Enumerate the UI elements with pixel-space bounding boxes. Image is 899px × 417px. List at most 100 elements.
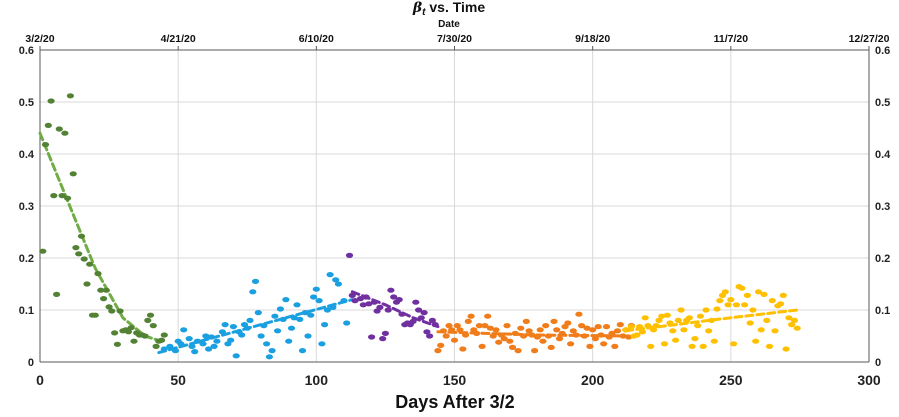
series-5-point (716, 298, 724, 304)
y-tick-label-right: 0.5 (875, 97, 890, 109)
series-3-point (412, 299, 420, 305)
series-2-point (323, 307, 331, 313)
series-5-point (721, 289, 729, 295)
chart-title: βt vs. Time (412, 0, 486, 18)
y-tick-label-right: 0.3 (875, 201, 890, 213)
series-2-point (202, 333, 210, 339)
series-5-point (655, 317, 663, 323)
series-5-point (790, 317, 799, 323)
series-2-point (193, 338, 202, 344)
series-2-point (276, 306, 284, 312)
series-5-point (691, 336, 699, 342)
series-2-point (287, 325, 296, 331)
series-2-point (343, 320, 351, 326)
series-5-point (699, 343, 707, 349)
series-1-point (69, 171, 77, 177)
series-1-point (97, 287, 105, 293)
series-1-point (146, 312, 155, 318)
series-4-point (594, 324, 602, 330)
series-5-point (672, 337, 680, 343)
series-4-point (450, 337, 459, 343)
series-5-trendline (624, 308, 799, 333)
series-5-point (644, 323, 652, 329)
series-2-point (171, 348, 179, 354)
series-5-point (757, 327, 765, 333)
data-points (39, 93, 801, 360)
series-4-point (467, 313, 475, 319)
series-4-point (517, 325, 525, 331)
series-1-point (83, 281, 91, 287)
series-4-point (439, 328, 447, 334)
series-4-point (448, 327, 456, 333)
series-4-point (486, 325, 494, 331)
series-4-point (434, 348, 442, 354)
series-1-point (100, 296, 108, 302)
series-2-point (340, 298, 348, 304)
series-1-point (66, 93, 74, 99)
series-2-point (191, 349, 199, 355)
top-tick-label: 7/30/20 (437, 33, 472, 45)
series-5-point (707, 317, 716, 323)
series-2-point (180, 327, 188, 333)
series-2-point (221, 322, 229, 328)
axes (39, 46, 870, 363)
series-1-point (53, 291, 61, 297)
series-1-point (113, 341, 121, 347)
series-5-point (647, 343, 655, 349)
series-1-point (39, 248, 47, 254)
series-2-point (213, 338, 221, 344)
series-4-point (459, 346, 467, 352)
series-2-point (257, 333, 265, 339)
series-1-point (91, 312, 99, 318)
series-4-point (600, 341, 608, 347)
series-3-point (431, 322, 439, 328)
x-tick-label: 100 (305, 372, 329, 388)
series-2-point (160, 346, 168, 352)
series-5-point (743, 292, 752, 298)
y-tick-label-left: 0.3 (19, 201, 34, 213)
series-2-trendline (157, 298, 354, 355)
series-5-point (785, 315, 793, 321)
series-2-point (227, 337, 235, 343)
series-1-point (141, 333, 149, 339)
series-4-point (481, 323, 489, 329)
series-5-point (713, 306, 721, 312)
series-3-point (390, 294, 398, 300)
series-4-point (514, 348, 522, 354)
series-1-point (61, 130, 69, 136)
series-4-point (613, 328, 622, 334)
series-1-point (72, 245, 80, 251)
x-tick-label: 0 (36, 372, 44, 388)
series-4-point (462, 332, 470, 338)
series-4-point (564, 320, 572, 326)
series-2-point (271, 313, 279, 319)
series-1-point (160, 332, 168, 338)
series-5-point (685, 315, 694, 321)
series-2-point (185, 336, 193, 342)
title-subscript: t (422, 7, 426, 18)
series-2-point (263, 341, 271, 347)
series-4-point (525, 328, 533, 334)
series-4-point (578, 323, 586, 329)
series-2-point (301, 310, 309, 316)
series-5-point (638, 329, 647, 335)
series-5-point (694, 323, 702, 329)
x-axis-label: Days After 3/2 (395, 392, 514, 412)
series-5-point (688, 343, 696, 349)
series-4-point (456, 327, 464, 333)
series-1-point (44, 122, 52, 128)
series-2-point (177, 341, 185, 347)
series-2-point (238, 332, 246, 338)
y-tick-label-left: 0.6 (19, 45, 34, 57)
series-2-point (279, 316, 287, 322)
series-4-point (542, 323, 550, 329)
series-4-point (508, 344, 517, 350)
series-2-point (310, 294, 318, 300)
series-4-point (495, 339, 503, 345)
series-5-point (765, 343, 774, 349)
y-tick-label-left: 0.2 (19, 253, 34, 265)
top-tick-label: 12/27/20 (849, 33, 890, 45)
series-5-point (788, 322, 796, 328)
series-2-point (307, 312, 315, 318)
